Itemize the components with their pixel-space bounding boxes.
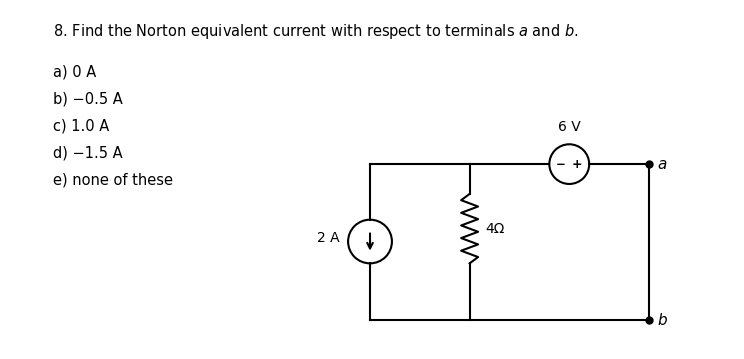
Text: e) none of these: e) none of these [53, 172, 173, 187]
Text: b) −0.5 A: b) −0.5 A [53, 92, 123, 107]
Text: c) 1.0 A: c) 1.0 A [53, 118, 109, 134]
Text: d) −1.5 A: d) −1.5 A [53, 145, 123, 160]
Text: +: + [571, 158, 582, 171]
Text: 6 V: 6 V [558, 120, 580, 134]
Text: −: − [556, 158, 566, 171]
Text: $a$: $a$ [657, 157, 667, 172]
Text: $b$: $b$ [657, 312, 668, 328]
Text: 4Ω: 4Ω [485, 222, 504, 236]
Text: 2 A: 2 A [318, 230, 340, 244]
Text: a) 0 A: a) 0 A [53, 65, 97, 80]
Text: 8. Find the Norton equivalent current with respect to terminals $a$ and $b$.: 8. Find the Norton equivalent current wi… [53, 22, 579, 41]
